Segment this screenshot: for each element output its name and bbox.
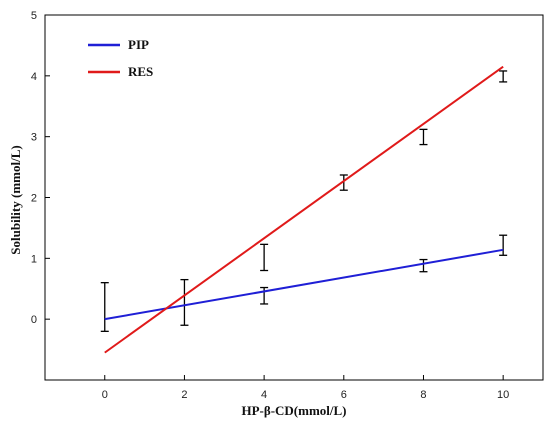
y-tick-label: 2 <box>31 193 37 205</box>
series-lines <box>104 65 504 354</box>
series-line-pip <box>104 248 504 321</box>
y-tick-label: 0 <box>31 314 37 326</box>
error-bar <box>419 128 428 146</box>
x-tick-label: 8 <box>420 389 426 401</box>
x-tick-label: 6 <box>341 389 347 401</box>
y-axis-title: Solubility (mmol/L) <box>8 145 23 254</box>
x-tick-label: 10 <box>497 389 509 401</box>
x-tick-label: 2 <box>181 389 187 401</box>
error-bar <box>419 258 428 273</box>
y-tick-label: 4 <box>31 71 37 83</box>
y-axis-ticks: 0 1 2 3 4 5 <box>31 10 50 326</box>
error-bar <box>100 282 109 332</box>
y-tick-label: 3 <box>31 132 37 144</box>
error-bar <box>339 174 348 191</box>
x-axis-title: HP-β-CD(mmol/L) <box>241 403 346 418</box>
legend-label-res: RES <box>128 64 153 79</box>
series-line-res <box>104 65 504 354</box>
error-bar <box>260 243 269 272</box>
error-bar <box>499 234 508 256</box>
y-tick-label: 5 <box>31 10 37 22</box>
x-tick-label: 4 <box>261 389 267 401</box>
error-bar <box>180 278 189 326</box>
error-bars <box>100 70 508 332</box>
error-bar <box>260 286 269 305</box>
legend: PIP RES <box>88 37 153 79</box>
x-tick-label: 0 <box>102 389 108 401</box>
y-tick-label: 1 <box>31 253 37 265</box>
error-bar <box>499 70 508 83</box>
legend-label-pip: PIP <box>128 37 149 52</box>
plot-frame <box>44 14 544 381</box>
x-axis-ticks: 0 2 4 6 8 10 <box>102 375 509 401</box>
